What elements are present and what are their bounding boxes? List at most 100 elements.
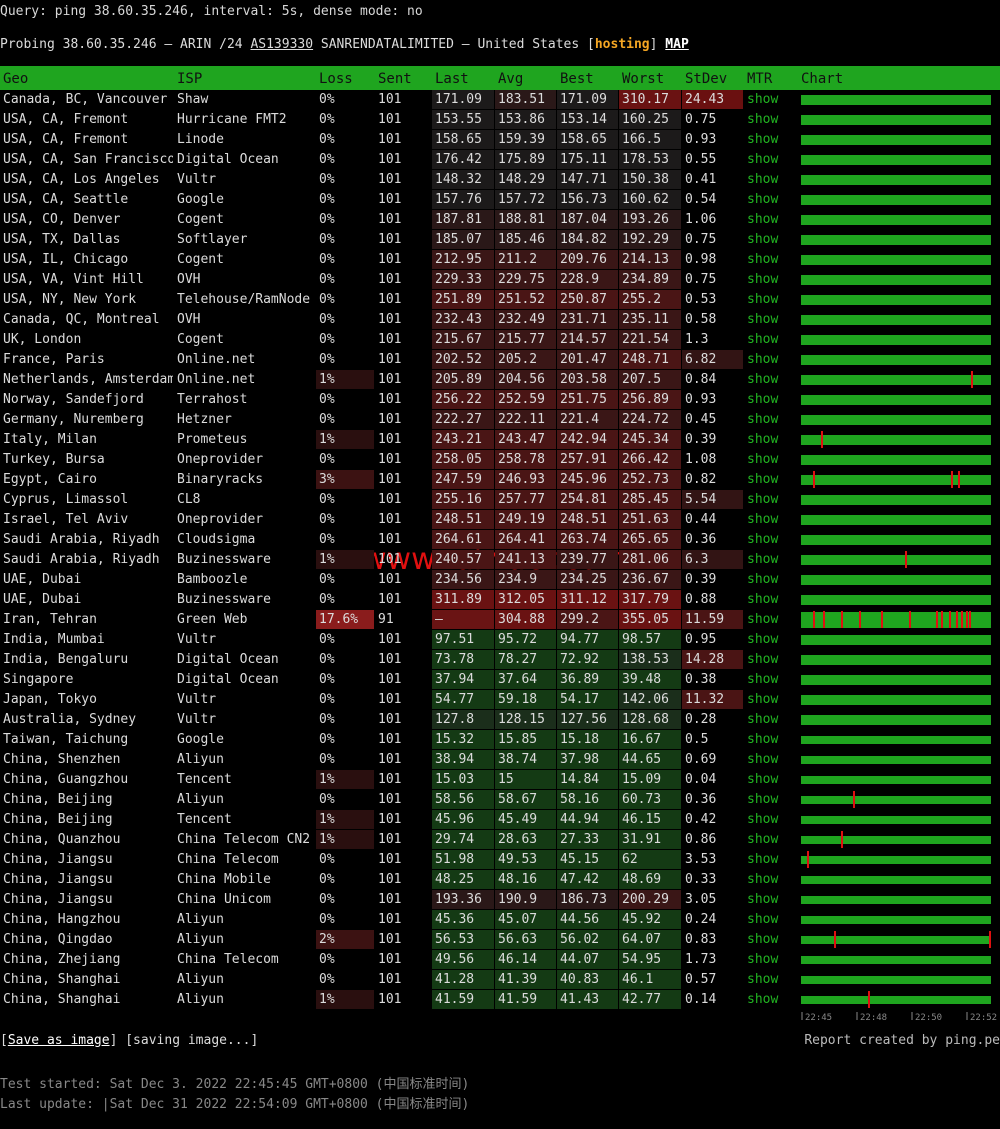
cell-mtr[interactable]: show [747,672,779,687]
cell-geo: China, Shanghai [3,992,121,1007]
cell-best: 153.14 [557,110,618,129]
cell-mtr[interactable]: show [747,832,779,847]
cell-isp: Prometeus [177,432,248,447]
cell-mtr[interactable]: show [747,192,779,207]
cell-worst: 60.73 [619,790,681,809]
cell-worst: 54.95 [619,950,681,969]
cell-mtr[interactable]: show [747,632,779,647]
cell-mtr[interactable]: show [747,352,779,367]
cell-mtr[interactable]: show [747,392,779,407]
cell-avg: 252.59 [495,390,556,409]
cell-mtr[interactable]: show [747,872,779,887]
cell-mtr[interactable]: show [747,532,779,547]
cell-mtr[interactable]: show [747,292,779,307]
cell-sent: 101 [378,732,402,747]
cell-mtr[interactable]: show [747,172,779,187]
cell-avg: 15.85 [495,730,556,749]
cell-mtr[interactable]: show [747,712,779,727]
cell-sent: 101 [378,132,402,147]
cell-mtr[interactable]: show [747,492,779,507]
cell-sent: 101 [378,632,402,647]
cell-mtr[interactable]: show [747,472,779,487]
chart-sparkline [801,635,991,645]
cell-mtr[interactable]: show [747,932,779,947]
cell-mtr[interactable]: show [747,692,779,707]
cell-mtr[interactable]: show [747,412,779,427]
chart-spike [949,611,951,628]
cell-mtr[interactable]: show [747,132,779,147]
cell-sent: 101 [378,932,402,947]
cell-mtr[interactable]: show [747,512,779,527]
cell-mtr[interactable]: show [747,432,779,447]
cell-stdev: 6.3 [682,550,743,569]
hosting-tag: hosting [594,37,650,52]
cell-mtr[interactable]: show [747,972,779,987]
cell-mtr[interactable]: show [747,812,779,827]
cell-loss: 1% [316,550,374,569]
save-link[interactable]: Save as image [7,1033,110,1048]
cell-mtr[interactable]: show [747,552,779,567]
cell-sent: 101 [378,952,402,967]
cell-mtr[interactable]: show [747,452,779,467]
cell-loss: 0% [319,912,335,927]
cell-geo: China, Hangzhou [3,912,121,927]
cell-mtr[interactable]: show [747,112,779,127]
map-link[interactable]: MAP [665,37,689,52]
chart-sparkline [801,375,991,385]
chart-sparkline [801,115,991,125]
cell-loss: 0% [319,512,335,527]
cell-worst: 31.91 [619,830,681,849]
cell-mtr[interactable]: show [747,952,779,967]
cell-mtr[interactable]: show [747,772,779,787]
cell-mtr[interactable]: show [747,912,779,927]
cell-mtr[interactable]: show [747,652,779,667]
cell-loss: 0% [319,752,335,767]
cell-worst: 160.62 [619,190,681,209]
chart-sparkline [801,575,991,585]
cell-last: 54.77 [432,690,494,709]
chart-sparkline [801,856,991,864]
cell-mtr[interactable]: show [747,232,779,247]
cell-geo: USA, CA, San Francisco [3,152,173,167]
asn-link[interactable]: AS139330 [250,37,314,52]
cell-mtr[interactable]: show [747,252,779,267]
cell-geo: Israel, Tel Aviv [3,512,129,527]
cell-mtr[interactable]: show [747,592,779,607]
cell-mtr[interactable]: show [747,792,779,807]
cell-avg: 46.14 [495,950,556,969]
cell-worst: 64.07 [619,930,681,949]
cell-mtr[interactable]: show [747,752,779,767]
cell-mtr[interactable]: show [747,92,779,107]
cell-mtr[interactable]: show [747,332,779,347]
cell-best: 299.2 [557,610,618,629]
chart-sparkline [801,555,991,565]
cell-isp: Oneprovider [177,452,264,467]
cell-mtr[interactable]: show [747,852,779,867]
cell-mtr[interactable]: show [747,152,779,167]
cell-worst: 200.29 [619,890,681,909]
cell-mtr[interactable]: show [747,732,779,747]
cell-mtr[interactable]: show [747,612,779,627]
chart-spike [909,611,911,628]
cell-stdev: 0.93 [685,132,717,147]
chart-time-label: 22:48 [860,1013,887,1023]
cell-mtr[interactable]: show [747,892,779,907]
cell-geo: Cyprus, Limassol [3,492,129,507]
cell-mtr[interactable]: show [747,272,779,287]
cell-geo: India, Mumbai [3,632,105,647]
cell-worst: 142.06 [619,690,681,709]
cell-best: 41.43 [557,990,618,1009]
cell-mtr[interactable]: show [747,992,779,1007]
chart-sparkline [801,695,991,705]
cell-mtr[interactable]: show [747,572,779,587]
cell-mtr[interactable]: show [747,372,779,387]
chart-time-label: 22:52 [970,1013,997,1023]
cell-sent: 101 [378,772,402,787]
cell-last: 202.52 [432,350,494,369]
cell-worst: 234.89 [619,270,681,289]
cell-geo: China, Jiangsu [3,872,113,887]
cell-avg: 41.39 [495,970,556,989]
cell-mtr[interactable]: show [747,212,779,227]
cell-last: 41.59 [432,990,494,1009]
cell-mtr[interactable]: show [747,312,779,327]
